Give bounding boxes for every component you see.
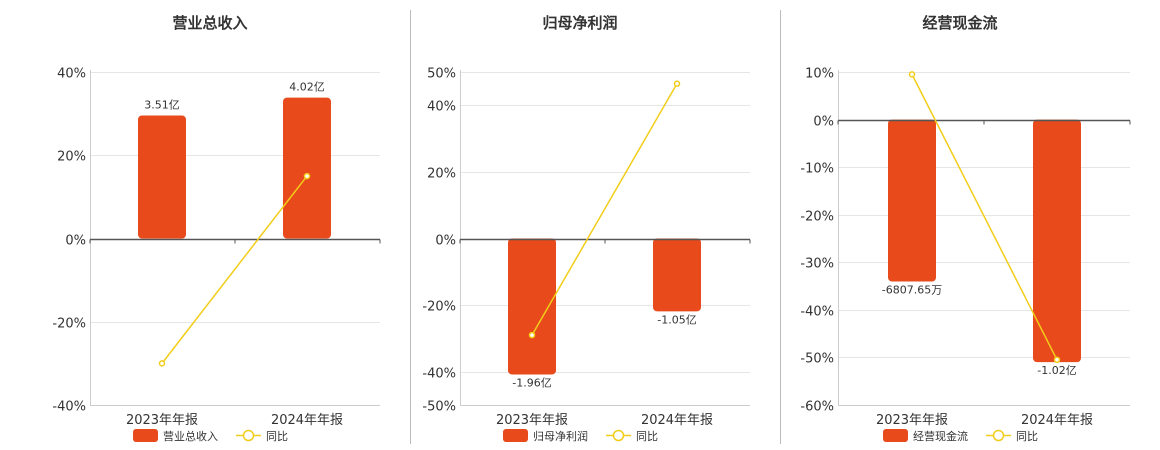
x-category-label: 2023年年报 xyxy=(496,413,568,428)
yoy-point xyxy=(528,331,536,339)
y-tick-label: 0% xyxy=(813,115,834,130)
bar-value-label: -1.96亿 xyxy=(512,376,551,389)
y-tick-label: -40% xyxy=(422,367,456,382)
legend-line-marker xyxy=(612,429,625,442)
y-tick-label: 40% xyxy=(427,100,456,115)
legend-line-marker xyxy=(992,429,1005,442)
x-category-label: 2023年年报 xyxy=(126,413,198,428)
bar-value-label: -1.02亿 xyxy=(1037,364,1076,377)
chart-title: 经营现金流 xyxy=(922,14,997,32)
legend-bar-label: 营业总收入 xyxy=(163,429,218,443)
yoy-point xyxy=(1053,356,1061,364)
y-tick-label: 50% xyxy=(427,67,456,82)
y-tick-label: 0% xyxy=(65,234,86,249)
y-tick-label: 0% xyxy=(435,234,456,249)
y-tick-label: -40% xyxy=(52,400,86,415)
yoy-point xyxy=(303,172,311,180)
legend-bar-swatch xyxy=(133,429,158,442)
legend-bar-swatch xyxy=(883,429,908,442)
y-tick-label: -50% xyxy=(800,352,834,367)
y-tick-label: -20% xyxy=(52,317,86,332)
bar xyxy=(138,115,186,239)
y-tick-label: -20% xyxy=(422,300,456,315)
chart-panel-3: 经营现金流 10% 0% -10% -20% -30% -40% -50% -60% -6807.… xyxy=(800,14,1131,443)
x-category-label: 2024年年报 xyxy=(1021,413,1093,428)
y-tick-label: -20% xyxy=(800,210,834,225)
yoy-point xyxy=(908,71,916,78)
legend-line-label: 同比 xyxy=(1016,430,1038,443)
y-tick-label: -40% xyxy=(800,305,834,320)
x-category-label: 2023年年报 xyxy=(876,413,948,428)
bar-value-label: 4.02亿 xyxy=(289,81,325,94)
legend-bar-label: 经营现金流 xyxy=(913,429,968,443)
legend-bar-swatch xyxy=(503,429,528,442)
bar-value-label: -6807.65万 xyxy=(882,283,942,296)
chart-title: 营业总收入 xyxy=(172,14,247,32)
x-category-label: 2024年年报 xyxy=(641,413,713,428)
y-tick-label: -60% xyxy=(800,400,834,415)
yoy-line xyxy=(531,83,678,336)
bar xyxy=(508,238,556,375)
y-tick-label: 20% xyxy=(427,167,456,182)
x-category-label: 2024年年报 xyxy=(271,413,343,428)
legend-line-label: 同比 xyxy=(266,430,288,443)
yoy-line xyxy=(911,74,1058,361)
y-tick-label: -10% xyxy=(800,162,834,177)
y-tick-label: -50% xyxy=(422,400,456,415)
y-tick-label: 20% xyxy=(57,150,86,165)
chart-panel-1: 营业总收入 40% 20% 0% -20% -40% 3.51亿 4.02亿 2023年年报 20… xyxy=(52,14,381,443)
y-tick-label: 10% xyxy=(805,67,834,82)
bar xyxy=(888,119,936,282)
chart-title: 归母净利润 xyxy=(542,14,617,32)
y-tick-label: -30% xyxy=(800,257,834,272)
bar-value-label: 3.51亿 xyxy=(144,98,180,111)
legend-bar-label: 归母净利润 xyxy=(533,429,588,443)
chart-panel-2: 归母净利润 50% 40% 20% 0% -20% -40% -50% -1.96亿 -1.05亿… xyxy=(422,14,751,443)
yoy-point xyxy=(673,80,681,87)
legend-line-marker xyxy=(242,429,255,442)
yoy-line xyxy=(161,175,308,364)
bar xyxy=(283,97,331,239)
bar xyxy=(653,238,701,312)
y-tick-label: 40% xyxy=(57,67,86,82)
bar-value-label: -1.05亿 xyxy=(657,313,696,326)
legend-line-label: 同比 xyxy=(636,430,658,443)
yoy-point xyxy=(158,360,166,367)
bar xyxy=(1033,119,1081,363)
